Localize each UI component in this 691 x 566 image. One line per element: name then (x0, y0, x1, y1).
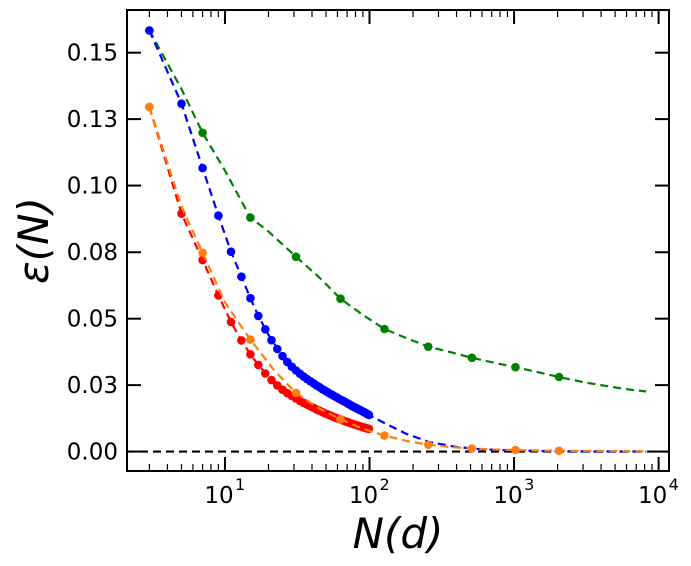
data-point-green (380, 324, 389, 334)
y-tick-label: 0.13 (67, 107, 118, 133)
series-line-orange (148, 106, 647, 453)
data-point-blue (246, 293, 255, 303)
data-point-blue (177, 99, 186, 108)
data-point-red (261, 369, 270, 378)
data-point-blue (198, 163, 207, 173)
x-tick-exponent: 3 (524, 475, 534, 494)
data-point-blue (278, 351, 287, 361)
x-tick-exponent: 1 (235, 475, 245, 494)
series-line-red (148, 106, 370, 430)
data-point-green (198, 128, 207, 138)
x-tick-label: 10 (349, 483, 378, 509)
y-tick-label: 0.03 (67, 373, 118, 399)
data-point-blue (253, 311, 263, 321)
series-line-green (148, 29, 647, 393)
data-point-blue (267, 335, 276, 345)
x-tick-label: 10 (493, 483, 522, 509)
data-point-green (511, 362, 520, 372)
data-point-red (226, 317, 236, 327)
data-point-green (291, 252, 301, 262)
data-point-green (246, 213, 255, 222)
series-layer (127, 26, 669, 456)
data-point-green (424, 342, 433, 352)
data-point-blue (145, 26, 154, 35)
x-tick-exponent: 2 (380, 475, 390, 494)
data-point-orange (554, 446, 564, 456)
data-point-orange (467, 444, 477, 453)
y-tick-label: 0.10 (67, 174, 118, 200)
series-line-blue (148, 30, 647, 453)
data-point-green (336, 294, 345, 304)
y-tick-label: 0.05 (67, 307, 118, 333)
y-axis-label: ε(N) (9, 197, 58, 284)
x-tick-label: 10 (204, 483, 233, 509)
data-point-red (267, 375, 276, 385)
data-point-red (246, 350, 255, 359)
x-axis-label: N(d) (353, 509, 444, 558)
data-point-orange (198, 248, 207, 258)
y-tick-label: 0.00 (67, 440, 118, 466)
data-point-blue (226, 247, 236, 256)
data-point-orange (291, 388, 301, 398)
data-point-orange (336, 414, 345, 424)
data-point-blue (364, 410, 374, 420)
data-point-orange (145, 102, 154, 112)
data-point-red (253, 360, 263, 370)
data-point-red (237, 336, 246, 345)
x-tick-label: 10 (638, 483, 667, 509)
data-point-blue (214, 211, 223, 220)
data-point-orange (246, 335, 255, 344)
x-tick-exponent: 4 (669, 475, 679, 494)
data-point-blue (261, 325, 270, 334)
data-point-blue (237, 272, 246, 282)
data-point-orange (380, 431, 389, 440)
data-point-blue (273, 344, 282, 354)
y-tick-label: 0.15 (67, 41, 118, 67)
y-tick-label: 0.08 (67, 240, 118, 266)
plot-frame (126, 9, 670, 472)
data-point-green (467, 353, 477, 363)
data-point-orange (424, 440, 433, 450)
data-point-orange (511, 445, 520, 455)
data-point-green (554, 372, 564, 382)
